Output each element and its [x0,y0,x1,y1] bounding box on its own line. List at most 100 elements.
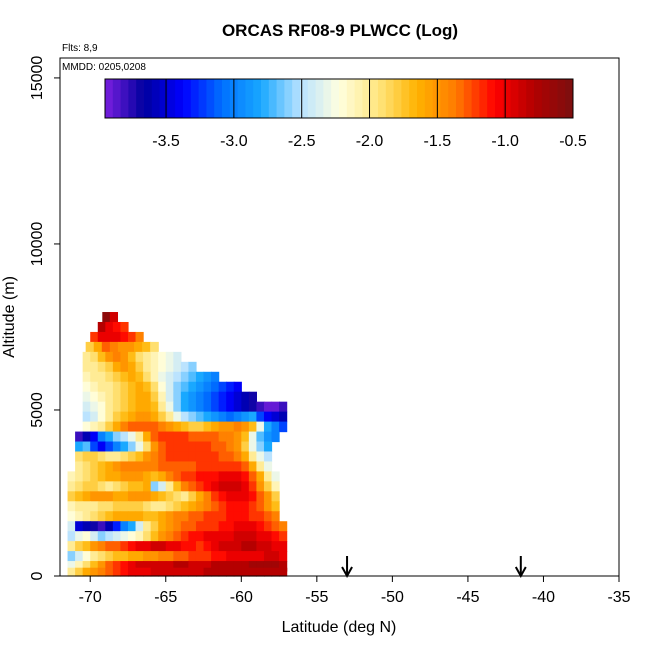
heatmap-cell [248,521,257,532]
heatmap-cell [143,481,152,492]
heatmap-cell [218,561,227,572]
heatmap-cell [233,541,242,552]
heatmap-cell [211,551,220,562]
heatmap-cell [195,551,205,562]
heatmap-cell [180,451,190,463]
heatmap-cell [120,511,129,522]
colorbar-swatch [346,79,356,118]
heatmap-cell [233,531,242,542]
heatmap-cell [97,361,106,373]
heatmap-cell [203,411,212,423]
colorbar-swatch [190,79,200,118]
heatmap-cell [263,431,273,443]
heatmap-cell [233,461,242,472]
heatmap-cell [180,481,190,492]
heatmap-cell [120,381,129,393]
heatmap-cell [105,351,114,363]
heatmap-cell [218,567,227,577]
heatmap-cell [150,351,159,363]
heatmap-cell [120,521,129,532]
heatmap-cell [150,567,159,577]
colorbar-swatch [502,79,512,118]
heatmap-cell [143,451,152,463]
colorbar-swatch [261,79,270,118]
heatmap-cell [188,381,197,393]
colorbar-swatch [378,79,387,118]
heatmap-cell [82,441,91,453]
heatmap-cell [195,501,205,512]
heatmap-cell [211,461,220,472]
y-tick-label: 15000 [29,56,46,101]
heatmap-cell [127,361,137,373]
heatmap-cell [173,371,182,383]
heatmap-cell [256,421,265,433]
heatmap-cell [233,551,242,562]
heatmap-cell [233,471,242,482]
heatmap-cell [143,491,152,502]
heatmap-cell [150,471,159,482]
colorbar-swatch [401,79,410,118]
heatmap-cell [241,561,250,572]
heatmap-cell [248,461,257,472]
heatmap-cell [82,361,91,373]
heatmap-cell [188,431,197,443]
heatmap-cell [211,411,220,423]
heatmap-cell [143,411,152,423]
heatmap-cell [97,491,106,502]
heatmap-cell [165,421,174,433]
heatmap-cell [120,351,129,363]
colorbar-swatch [151,79,161,118]
heatmap-cell [101,341,111,353]
heatmap-cell [75,541,84,552]
heatmap-cell [90,411,99,423]
heatmap-cell [195,371,205,383]
heatmap-cell [120,471,129,482]
heatmap-cell [195,521,205,532]
heatmap-cell [211,471,220,482]
heatmap-cell [271,541,280,552]
heatmap-cell [127,421,137,433]
heatmap-cell [97,441,106,453]
heatmap-cell [188,551,197,562]
heatmap-cell [143,401,152,413]
colorbar-swatch [112,79,122,118]
colorbar-swatch [354,79,363,118]
heatmap-cell [135,381,144,393]
heatmap-cell [256,431,265,443]
heatmap-cell [120,371,129,383]
heatmap-cell [165,567,174,577]
heatmap-cell [165,491,174,502]
heatmap-cell [158,541,167,552]
x-tick-label: -40 [532,589,555,606]
colorbar-swatch [409,79,418,118]
heatmap-cell [173,441,182,453]
heatmap-cell [211,441,220,453]
heatmap-cell [226,561,235,572]
heatmap-cell [188,361,197,373]
heatmap-cell [112,421,122,433]
heatmap-cell [150,481,159,492]
heatmap-cell [135,351,144,363]
heatmap-cell [82,461,91,472]
heatmap-cell [90,481,99,492]
heatmap-cell [263,401,273,413]
heatmap-cell [195,567,205,577]
heatmap-cell [117,341,127,353]
heatmap-cell [195,381,205,393]
plot-frame [59,57,620,577]
heatmap-cell [143,431,152,443]
heatmap-cell [180,411,190,423]
heatmap-cell [158,551,167,562]
heatmap-cell [158,451,167,463]
heatmap-cell [82,381,91,393]
heatmap-cell [90,541,99,552]
colorbar-swatch [448,79,457,118]
heatmap-cell [241,391,250,403]
heatmap-cell [67,491,76,502]
heatmap-cell [97,421,106,433]
colorbar-swatch [175,79,184,118]
heatmap-cell [180,501,190,512]
heatmap-cell [135,431,144,443]
heatmap-cell [256,441,265,453]
colorbar-swatch [245,79,254,118]
